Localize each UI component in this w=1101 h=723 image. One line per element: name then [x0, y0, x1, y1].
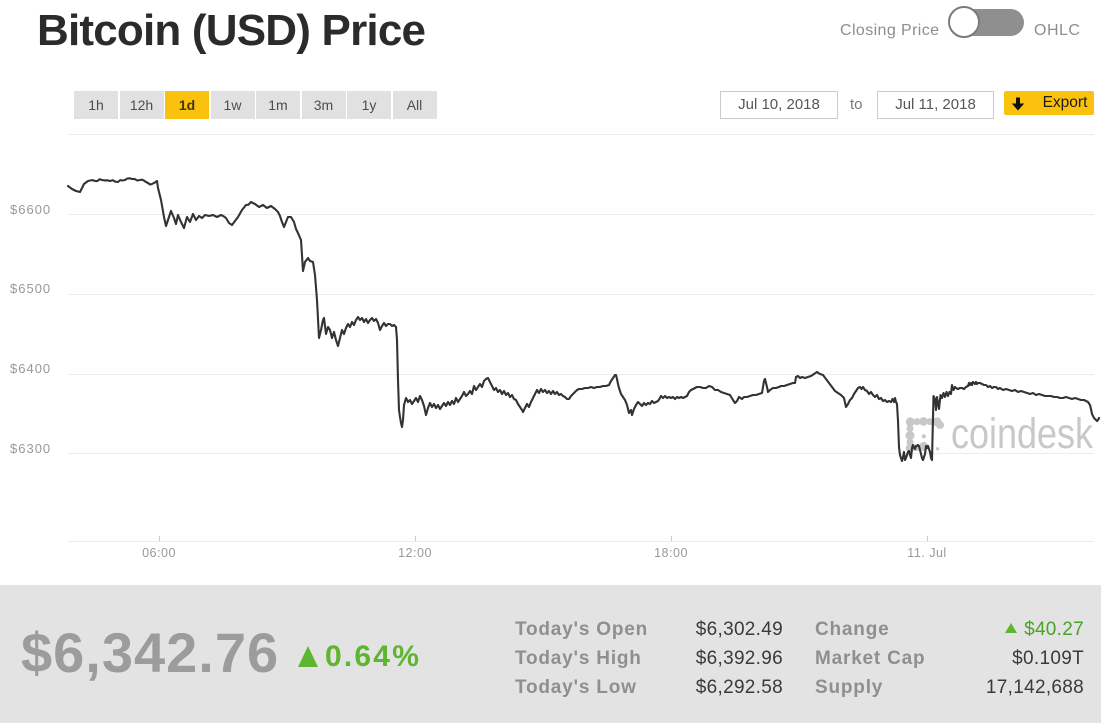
svg-text:coindesk: coindesk: [951, 410, 1093, 458]
